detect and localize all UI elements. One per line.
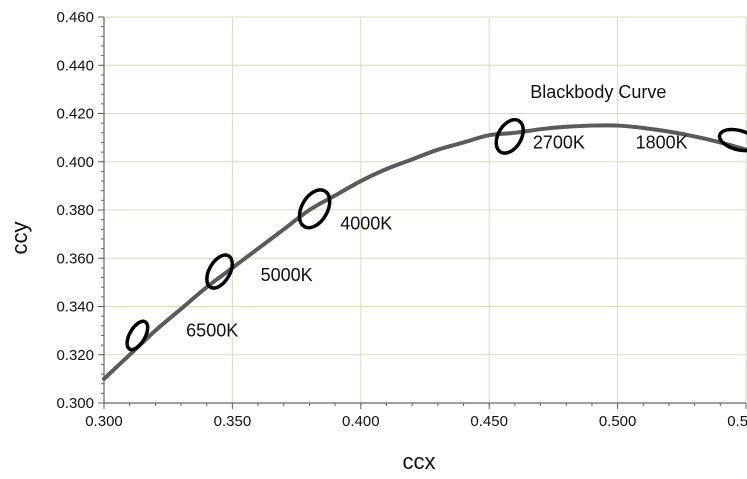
cct-label-2700K: 2700K	[533, 132, 585, 152]
cct-ellipses	[125, 117, 747, 352]
y-tick-label: 0.460	[56, 9, 94, 26]
y-axis-title: ccy	[7, 222, 32, 255]
cct-label-5000K: 5000K	[261, 265, 313, 285]
y-tick-label: 0.440	[56, 57, 94, 74]
series-layer	[102, 123, 747, 381]
y-tick-label: 0.300	[56, 395, 94, 412]
cct-ellipse-4000K	[297, 188, 332, 230]
cct-label-6500K: 6500K	[186, 321, 238, 341]
tick-labels: 0.300 0.350 0.400 0.450 0.500 0.550 0.300 0.320…	[56, 9, 747, 430]
x-tick-label: 0.550	[727, 413, 747, 430]
x-tick-label: 0.500	[599, 413, 637, 430]
cct-ellipse-1800K	[717, 127, 747, 153]
y-tick-label: 0.420	[56, 106, 94, 123]
cct-label-1800K: 1800K	[636, 132, 688, 152]
blackbody-curve-label: Blackbody Curve	[530, 82, 666, 102]
cct-ellipse-6500K	[125, 319, 150, 352]
x-tick-label: 0.350	[214, 413, 252, 430]
cct-ellipse-5000K	[205, 253, 234, 290]
y-tick-label: 0.320	[56, 347, 94, 364]
cct-label-4000K: 4000K	[340, 213, 392, 233]
blackbody-curve-line	[102, 123, 747, 381]
x-tick-label: 0.400	[342, 413, 380, 430]
cct-ellipse-2700K	[494, 117, 525, 155]
axes	[98, 16, 747, 409]
annotations: 6500K 5000K 4000K 2700K 1800K Blackbody Curve	[186, 82, 687, 341]
y-tick-label: 0.400	[56, 154, 94, 171]
x-tick-label: 0.300	[85, 413, 123, 430]
x-tick-label: 0.450	[470, 413, 508, 430]
y-tick-label: 0.340	[56, 299, 94, 316]
x-axis-title: ccx	[403, 449, 436, 474]
y-tick-label: 0.380	[56, 202, 94, 219]
y-tick-label: 0.360	[56, 250, 94, 267]
grid-lines	[103, 16, 747, 404]
